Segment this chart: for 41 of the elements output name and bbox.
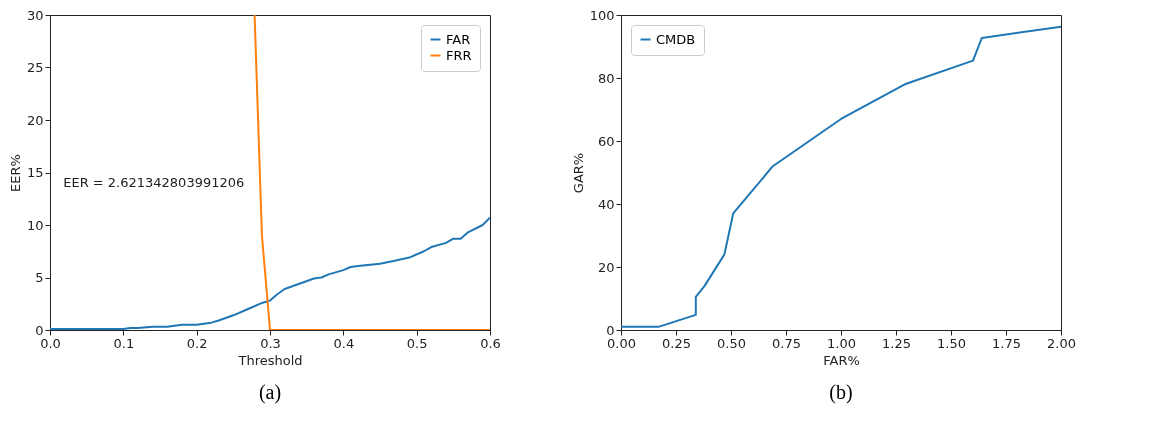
legend-label: FRR [446,47,472,63]
y-axis-title: GAR% [570,152,586,194]
x-tick-label: 0.3 [260,335,281,351]
x-tick-label: 0.75 [772,335,801,351]
y-tick-label: 80 [597,70,615,86]
x-tick-label: 1.00 [827,335,856,351]
y-tick-label: 0 [35,322,44,338]
y-tick-label: 5 [35,270,44,285]
y-tick-label: 60 [597,133,615,149]
x-tick-label: 0.25 [662,335,691,351]
y-tick-label: 100 [589,7,615,23]
x-tick-label: 0.0 [40,335,61,351]
y-axis-title: EER% [7,154,23,192]
y-tick-label: 15 [26,165,44,180]
x-tick-label: 2.00 [1047,335,1076,351]
x-tick-label: 0.2 [186,335,208,351]
legend-label: FAR [446,31,471,47]
text: (b) [829,381,853,404]
line-series [621,25,1061,328]
x-tick-label: 0.1 [113,335,135,351]
y-tick-label: 25 [26,60,44,75]
x-tick-label: 1.75 [992,335,1021,351]
x-tick-label: 1.25 [882,335,911,351]
x-axis-title: FAR% [823,352,860,368]
y-tick-label: 20 [26,112,44,128]
x-tick-label: 0.6 [480,335,501,351]
x-tick-label: 0.4 [333,335,355,351]
x-tick-label: 0.00 [607,335,636,351]
x-tick-label: 1.50 [937,335,966,351]
y-tick-label: 20 [597,259,615,275]
annotation: EER = 2.621342803991206 [63,175,245,190]
line-series [50,216,490,330]
x-axis-title: Threshold [237,352,303,368]
x-tick-label: 0.50 [717,335,746,351]
y-tick-label: 0 [606,322,615,338]
text: (a) [258,381,282,404]
x-tick-label: 0.5 [406,335,428,351]
y-tick-label: 10 [26,217,44,233]
legend-label: CMDB [656,31,696,47]
y-tick-label: 30 [26,7,44,23]
y-tick-label: 40 [597,196,615,212]
